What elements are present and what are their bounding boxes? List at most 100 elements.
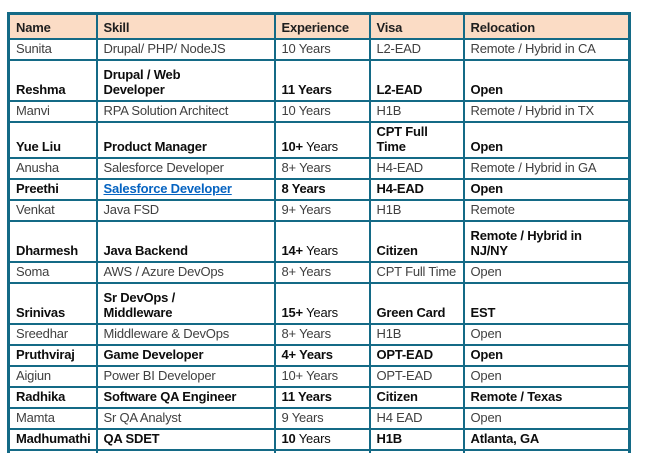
cell-relocation: Remote	[462, 199, 631, 222]
cell-name: Sreedhar	[7, 323, 98, 346]
cell-experience: 8+ Years	[273, 323, 371, 346]
cell-skill: Software QA Engineer	[95, 386, 276, 409]
cell-visa: H4-EAD	[368, 178, 465, 201]
cell-relocation: Open	[462, 344, 631, 367]
cell-experience: 4+ Years	[273, 344, 371, 367]
experience-unit: Years	[302, 305, 338, 320]
table-body: Sunita Drupal/ PHP/ NodeJS 10 Years L2-EAD R…	[7, 38, 631, 453]
cell-name: Aigiun	[7, 365, 98, 388]
cell-name: Dharmesh	[7, 220, 98, 263]
cell-visa: OPT-EAD	[368, 365, 465, 388]
cell-relocation: Atlanta, GA	[462, 428, 631, 451]
cell-experience: 11 Years	[273, 59, 371, 102]
cell-visa: H4-EAD	[368, 157, 465, 180]
cell-relocation: Open	[462, 323, 631, 346]
cell-visa: OPT-EAD	[368, 344, 465, 367]
experience-unit: Years	[302, 139, 338, 154]
cell-visa: H1B	[368, 199, 465, 222]
cell-experience: 14+ Years	[273, 220, 371, 263]
cell-visa: H1B	[368, 323, 465, 346]
cell-skill: Power BI Developer	[95, 365, 276, 388]
column-header-name: Name	[7, 12, 98, 40]
column-header-skill: Skill	[95, 12, 276, 40]
experience-number: 15+	[281, 305, 304, 320]
table-row: Preethi Salesforce Developer 8 Years H4-EAD…	[7, 178, 631, 201]
cell-relocation: Remote / Hybrid in NJ/NY	[462, 220, 631, 263]
cell-name: Preethi	[7, 178, 98, 201]
column-header-visa: Visa	[368, 12, 465, 40]
column-header-experience: Experience	[273, 12, 371, 40]
cell-relocation: Remote / Hybrid in GA	[462, 157, 631, 180]
cell-relocation: Open	[462, 178, 631, 201]
skill-link[interactable]: Salesforce Developer	[103, 181, 232, 196]
table-row: Yue Liu Product Manager 10+ Years CPT Full …	[7, 121, 631, 159]
cell-name: Sunita	[7, 38, 98, 61]
cell-experience: 10+ Years	[273, 121, 371, 159]
cell-skill: Middleware & DevOps	[95, 323, 276, 346]
cell-experience: 9 Years	[273, 407, 371, 430]
cell-relocation: Remote / Hybrid in CA	[462, 38, 631, 61]
cell-name: Yue Liu	[7, 121, 98, 159]
cell-name: Mamta	[7, 407, 98, 430]
cell-visa: H1B	[368, 428, 465, 451]
cell-relocation: Open	[462, 261, 631, 284]
cell-visa: CPT Full Time	[368, 121, 465, 159]
cell-experience: 10 Years	[273, 428, 371, 451]
header-row: Name Skill Experience Visa Relocation	[7, 12, 631, 40]
cell-visa: H4 EAD	[368, 407, 465, 430]
cell-name: Reshma	[7, 59, 98, 102]
cell-experience: 8+ Years	[273, 157, 371, 180]
cell-visa: Citizen	[368, 220, 465, 263]
cell-name: Srinivas	[7, 282, 98, 325]
cell-name: Anusha	[7, 157, 98, 180]
cell-relocation: Open	[462, 365, 631, 388]
cell-skill: Drupal / Web Developer	[95, 59, 276, 102]
cell-skill: Java FSD	[95, 199, 276, 222]
cell-relocation: Open	[462, 407, 631, 430]
cell-experience: 8 Years	[273, 178, 371, 201]
cell-visa: Green Card	[368, 282, 465, 325]
cell-name: Madhumathi	[7, 428, 98, 451]
table-row: Radhika Software QA Engineer 11 Years Citiz…	[7, 386, 631, 409]
cell-experience: 8+ Years	[273, 261, 371, 284]
table-row: Anusha Salesforce Developer 8+ Years H4-EAD…	[7, 157, 631, 180]
cell-skill: Sr DevOps / Middleware	[95, 282, 276, 325]
cell-experience: 11 Years	[273, 386, 371, 409]
cell-name: Radhika	[7, 386, 98, 409]
cell-visa: H1B	[368, 100, 465, 123]
table-row: Madhumathi QA SDET 10 Years H1B Atlanta, GA	[7, 428, 631, 451]
cell-relocation: Open	[462, 121, 631, 159]
table-row: Venkat Java FSD 9+ Years H1B Remote	[7, 199, 631, 222]
cell-name: Soma	[7, 261, 98, 284]
cell-experience: 15+ Years	[273, 282, 371, 325]
experience-number: 14+	[281, 243, 304, 258]
cell-skill: Product Manager	[95, 121, 276, 159]
table-row: Sreedhar Middleware & DevOps 8+ Years H1B Op…	[7, 323, 631, 346]
cell-visa: Citizen	[368, 386, 465, 409]
cell-visa: L2-EAD	[368, 59, 465, 102]
table-row: Aigiun Power BI Developer 10+ Years OPT-EAD…	[7, 365, 631, 388]
table-row: Mamta Sr QA Analyst 9 Years H4 EAD Open	[7, 407, 631, 430]
cell-skill: Salesforce Developer	[95, 157, 276, 180]
table-row: Soma AWS / Azure DevOps 8+ Years CPT Full T…	[7, 261, 631, 284]
cell-skill: AWS / Azure DevOps	[95, 261, 276, 284]
table-row: Sunita Drupal/ PHP/ NodeJS 10 Years L2-EAD R…	[7, 38, 631, 61]
table-row: Reshma Drupal / Web Developer 11 Years L2-E…	[7, 59, 631, 102]
cell-relocation: Remote / Hybrid in TX	[462, 100, 631, 123]
cell-skill: RPA Solution Architect	[95, 100, 276, 123]
cell-relocation: EST	[462, 282, 631, 325]
column-header-relocation: Relocation	[462, 12, 631, 40]
cell-skill: Drupal/ PHP/ NodeJS	[95, 38, 276, 61]
table-row: Srinivas Sr DevOps / Middleware 15+ Years G…	[7, 282, 631, 325]
cell-experience: 10 Years	[273, 38, 371, 61]
experience-number: 10+	[281, 139, 304, 154]
experience-number: 10	[281, 431, 296, 446]
cell-name: Manvi	[7, 100, 98, 123]
cell-visa: CPT Full Time	[368, 261, 465, 284]
cell-experience: 10 Years	[273, 100, 371, 123]
table-row: Dharmesh Java Backend 14+ Years Citizen Remo…	[7, 220, 631, 263]
cell-skill: Sr QA Analyst	[95, 407, 276, 430]
cell-visa: L2-EAD	[368, 38, 465, 61]
experience-unit: Years	[295, 431, 331, 446]
